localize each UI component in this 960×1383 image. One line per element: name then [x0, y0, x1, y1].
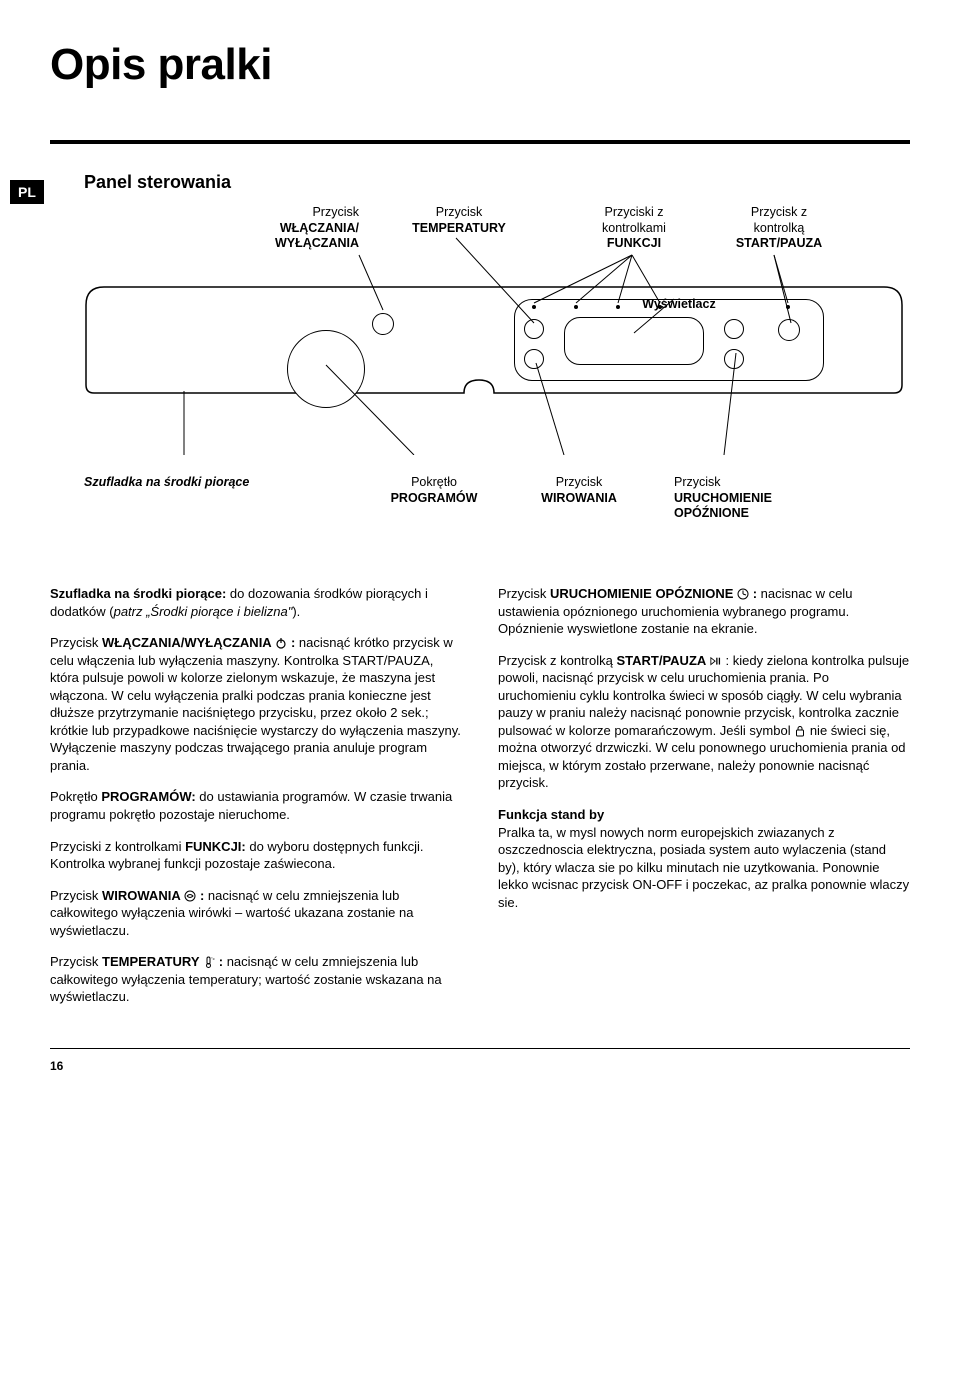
lock-icon — [794, 724, 806, 736]
aux-button — [724, 349, 744, 369]
para-programs: Pokrętło PROGRAMÓW: do ustawiania progra… — [50, 788, 462, 823]
label-spin-l2: WIROWANIA — [541, 491, 617, 505]
power-icon — [275, 636, 287, 648]
label-delay-l3: OPÓŹNIONE — [674, 506, 749, 520]
t: TEMPERATURY — [102, 954, 200, 969]
dot — [532, 305, 536, 309]
t: Szufladka na środki piorące: — [50, 586, 226, 601]
t: ). — [292, 604, 300, 619]
label-programs-l2: PROGRAMÓW — [391, 491, 478, 505]
para-functions: Przyciski z kontrolkami FUNKCJI: do wybo… — [50, 838, 462, 873]
t: Przycisk z kontrolką — [498, 653, 616, 668]
control-panel-diagram: Przycisk WŁĄCZANIA/ WYŁĄCZANIA Przycisk … — [84, 205, 904, 455]
onoff-button — [372, 313, 394, 335]
spin-icon — [184, 889, 196, 901]
t: START/PAUZA — [616, 653, 706, 668]
program-dial — [287, 330, 365, 408]
label-programs: Pokrętło PROGRAMÓW — [374, 475, 494, 506]
t: Pralka ta, w mysl nowych norm europejski… — [498, 825, 909, 910]
label-temp: Przycisk TEMPERATURY — [404, 205, 514, 236]
spin-button — [524, 349, 544, 369]
t: Przycisk — [50, 888, 102, 903]
label-drawer-text: Szufladka na środki piorące — [84, 475, 249, 489]
para-temp: Przycisk TEMPERATURY °c : nacisnąć w cel… — [50, 953, 462, 1006]
label-onoff-l2: WŁĄCZANIA/ — [280, 221, 359, 235]
dot — [616, 305, 620, 309]
start-button — [778, 319, 800, 341]
lower-labels: Szufladka na środki piorące Pokrętło PRO… — [84, 475, 904, 545]
label-spin-l1: Przycisk — [556, 475, 603, 489]
label-start-l2: kontrolką — [754, 221, 805, 235]
temp-button — [524, 319, 544, 339]
play-pause-icon — [710, 654, 722, 666]
panel-outline: Wyświetlacz — [84, 285, 904, 395]
label-onoff: Przycisk WŁĄCZANIA/ WYŁĄCZANIA — [249, 205, 359, 252]
label-temp-l2: TEMPERATURY — [412, 221, 506, 235]
temperature-icon: °c — [203, 955, 215, 967]
t: PROGRAMÓW: — [101, 789, 195, 804]
para-onoff: Przycisk WŁĄCZANIA/WYŁĄCZANIA : nacisnąć… — [50, 634, 462, 774]
label-start: Przycisk z kontrolką START/PAUZA — [724, 205, 834, 252]
t: Pokrętło — [50, 789, 101, 804]
label-programs-l1: Pokrętło — [411, 475, 457, 489]
page-number: 16 — [50, 1059, 910, 1073]
label-func-l2: kontrolkami — [602, 221, 666, 235]
t: : — [749, 586, 757, 601]
t: FUNKCJI: — [185, 839, 246, 854]
panel-section: Panel sterowania Przycisk WŁĄCZANIA/ WYŁ… — [50, 172, 910, 545]
delay-button — [724, 319, 744, 339]
label-start-l1: Przycisk z — [751, 205, 807, 219]
dot — [574, 305, 578, 309]
label-start-l3: START/PAUZA — [736, 236, 822, 250]
label-drawer: Szufladka na środki piorące — [84, 475, 284, 491]
para-drawer: Szufladka na środki piorące: do dozowani… — [50, 585, 462, 620]
para-delay: Przycisk URUCHOMIENIE OPÓZNIONE : nacisn… — [498, 585, 910, 638]
display — [564, 317, 704, 365]
page-title: Opis pralki — [50, 40, 910, 90]
panel-heading: Panel sterowania — [84, 172, 910, 193]
label-func-l3: FUNKCJI — [607, 236, 661, 250]
t: Przycisk — [50, 635, 102, 650]
para-standby: Funkcja stand by Pralka ta, w mysl nowyc… — [498, 806, 910, 911]
para-startpause: Przycisk z kontrolką START/PAUZA : kiedy… — [498, 652, 910, 792]
t: nacisnąć krótko przycisk w celu włączeni… — [50, 635, 461, 773]
t: patrz „Środki piorące i bielizna" — [114, 604, 293, 619]
text-columns: Szufladka na środki piorące: do dozowani… — [50, 585, 910, 1020]
t: WŁĄCZANIA/WYŁĄCZANIA — [102, 635, 272, 650]
label-delay: Przycisk URUCHOMIENIE OPÓŹNIONE — [674, 475, 824, 522]
left-column: Szufladka na środki piorące: do dozowani… — [50, 585, 462, 1020]
label-func-l1: Przyciski z — [604, 205, 663, 219]
t: Przyciski z kontrolkami — [50, 839, 185, 854]
label-delay-l2: URUCHOMIENIE — [674, 491, 772, 505]
t: : — [215, 954, 223, 969]
language-badge: PL — [10, 180, 44, 204]
label-onoff-l3: WYŁĄCZANIA — [275, 236, 359, 250]
t: Funkcja stand by — [498, 807, 604, 822]
label-delay-l1: Przycisk — [674, 475, 721, 489]
t: Przycisk — [50, 954, 102, 969]
t: Przycisk — [498, 586, 550, 601]
label-spin: Przycisk WIROWANIA — [524, 475, 634, 506]
title-rule — [50, 140, 910, 144]
dot — [786, 305, 790, 309]
footer-rule — [50, 1048, 910, 1049]
display-label: Wyświetlacz — [639, 297, 719, 313]
label-onoff-l1: Przycisk — [312, 205, 359, 219]
delay-icon — [737, 587, 749, 599]
label-func: Przyciski z kontrolkami FUNKCJI — [584, 205, 684, 252]
label-temp-l1: Przycisk — [436, 205, 483, 219]
para-spin: Przycisk WIROWANIA : nacisnąć w celu zmn… — [50, 887, 462, 940]
t: URUCHOMIENIE OPÓZNIONE — [550, 586, 733, 601]
right-column: Przycisk URUCHOMIENIE OPÓZNIONE : nacisn… — [498, 585, 910, 1020]
t: WIROWANIA — [102, 888, 181, 903]
